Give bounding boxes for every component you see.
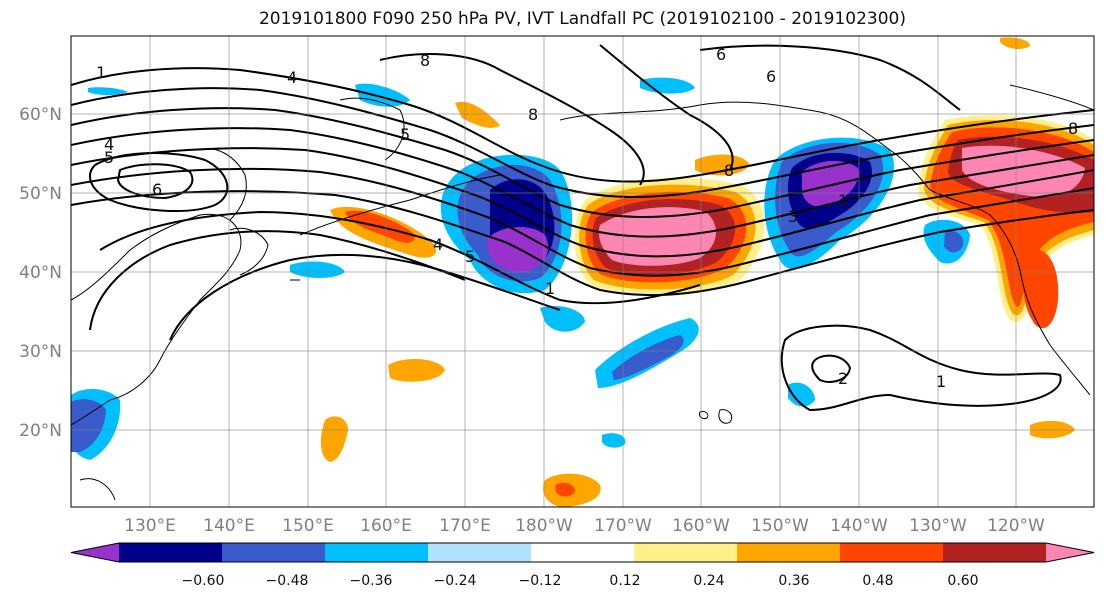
- latitude-labels: 60°N 50°N 40°N 30°N 20°N: [19, 105, 62, 441]
- colorbar-tick-label: −0.36: [350, 573, 393, 589]
- colorbar-segment: [222, 543, 326, 562]
- contour-label: 8: [724, 161, 734, 180]
- colorbar-segment: [325, 543, 429, 562]
- colorbar-tick-label: −0.12: [519, 573, 562, 589]
- contour-labels: 1 4 4 5 6 8 5 8 6 6 8 8 4 5 1 3 1 2 1: [96, 45, 1078, 391]
- lon-label: 140°W: [830, 516, 888, 536]
- lat-label: 30°N: [19, 342, 62, 362]
- lat-label: 20°N: [19, 421, 62, 441]
- lon-label: 150°W: [751, 516, 809, 536]
- pv-contours: [71, 44, 1094, 412]
- longitude-labels: 130°E 140°E 150°E 160°E 170°E 180°W 170°…: [124, 516, 1045, 536]
- lon-label: 150°E: [282, 516, 334, 536]
- lon-label: 160°E: [360, 516, 412, 536]
- colorbar-tick-label: 0.24: [693, 573, 724, 589]
- contour-label: 5: [465, 247, 475, 266]
- contour-label: 1: [936, 372, 946, 391]
- contour-label: 4: [287, 68, 297, 87]
- map-frame: [70, 35, 1095, 508]
- contour-label: 6: [716, 45, 726, 64]
- contour-label: 4: [104, 135, 114, 154]
- lon-label: 170°W: [594, 516, 652, 536]
- contour-label: 6: [152, 180, 162, 199]
- lon-label: 130°E: [124, 516, 176, 536]
- contour-label: 1: [96, 63, 106, 82]
- contour-label: 6: [766, 67, 776, 86]
- coastlines: [71, 84, 1094, 501]
- lon-label: 180°W: [515, 516, 573, 536]
- lon-label: 140°E: [203, 516, 255, 536]
- contour-label: 3: [788, 207, 798, 226]
- contour-label: 2: [838, 369, 848, 388]
- colorbar-outline: [70, 542, 1095, 563]
- lon-label: 130°W: [909, 516, 967, 536]
- colorbar-tick-label: 0.36: [778, 573, 809, 589]
- colorbar-segment: [634, 543, 738, 562]
- colorbar-segment: [1046, 543, 1094, 562]
- lat-label: 40°N: [19, 263, 62, 283]
- colorbar-tick-label: −0.24: [434, 573, 477, 589]
- contour-label: 1: [838, 191, 848, 210]
- colorbar-segment: [737, 543, 841, 562]
- colorbar-segment: [119, 543, 223, 562]
- graticule: [71, 36, 1094, 507]
- lon-label: 160°W: [672, 516, 730, 536]
- lat-label: 50°N: [19, 184, 62, 204]
- colorbar: [70, 542, 1095, 563]
- colorbar-tick-label: 0.60: [947, 573, 978, 589]
- contour-label: 8: [420, 51, 430, 70]
- colorbar-segment: [531, 543, 635, 562]
- contour-label: 8: [528, 105, 538, 124]
- colorbar-segment: [943, 543, 1047, 562]
- colorbar-tick-label: 0.12: [609, 573, 640, 589]
- colorbar-tick-label: −0.48: [266, 573, 309, 589]
- colorbar-segment: [71, 543, 119, 562]
- colorbar-tick-label: −0.60: [182, 573, 225, 589]
- contour-label: 4: [433, 235, 443, 254]
- colorbar-tick-labels: −0.60 −0.48 −0.36 −0.24 −0.12 0.12 0.24 …: [182, 573, 979, 589]
- contour-label: 5: [400, 125, 410, 144]
- lat-label: 60°N: [19, 105, 62, 125]
- colorbar-segment: [840, 543, 944, 562]
- colorbar-segment: [428, 543, 532, 562]
- contour-label: 8: [1068, 119, 1078, 138]
- contour-label: 5: [104, 148, 114, 167]
- colorbar-tick-label: 0.48: [862, 573, 893, 589]
- lon-label: 120°W: [987, 516, 1045, 536]
- lon-label: 170°E: [439, 516, 491, 536]
- contour-label: 1: [545, 279, 555, 298]
- map-title: 2019101800 F090 250 hPa PV, IVT Landfall…: [258, 9, 906, 29]
